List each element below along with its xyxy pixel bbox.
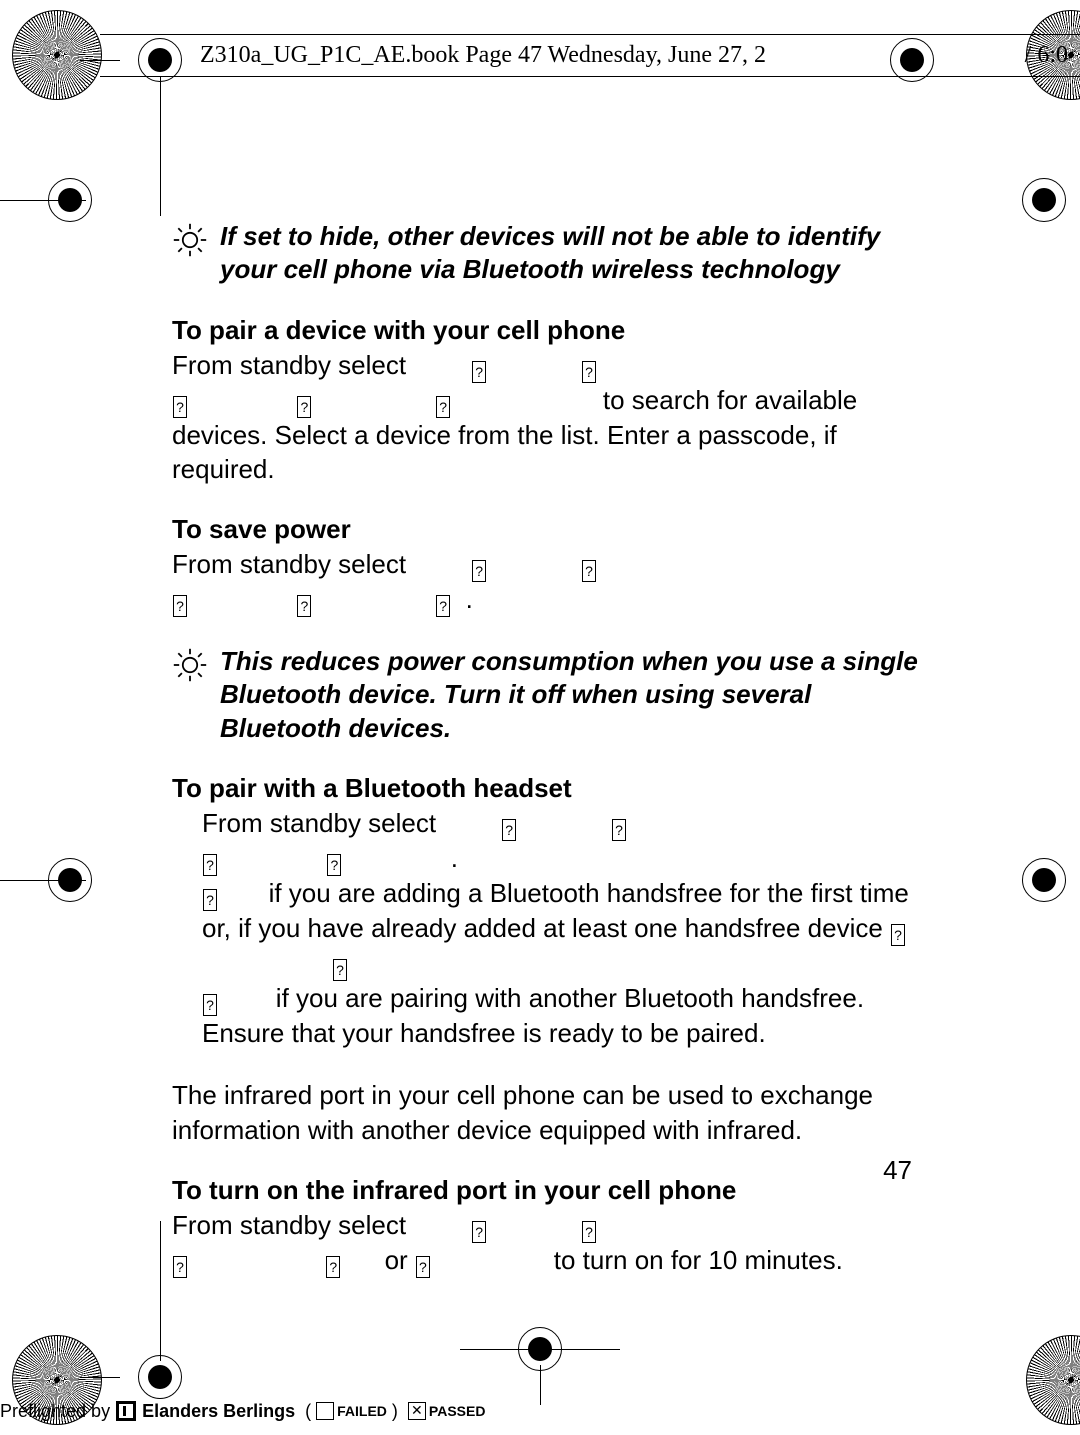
preflight-footer: Preflighted by Elanders Berlings ( FAILE… xyxy=(0,1387,485,1435)
lightbulb-icon xyxy=(172,222,212,263)
menu-glyph-icon: ? xyxy=(326,1256,340,1278)
tip-callout: This reduces power consumption when you … xyxy=(172,645,932,745)
registration-mark-icon xyxy=(500,1309,580,1389)
body-paragraph: From standby select ? ? ? ? ? . xyxy=(172,547,932,617)
tip-text: If set to hide, other devices will not b… xyxy=(220,220,932,287)
text-run: if you are adding a Bluetooth handsfree … xyxy=(202,878,909,943)
menu-glyph-icon: ? xyxy=(297,396,311,418)
menu-glyph-icon: ? xyxy=(173,1256,187,1278)
brand-logo-icon xyxy=(114,1399,138,1423)
menu-glyph-icon: ? xyxy=(502,819,516,841)
checkbox-checked-icon: ✕ xyxy=(408,1402,426,1420)
menu-glyph-icon: ? xyxy=(333,959,347,981)
registration-mark-icon xyxy=(30,160,110,240)
preflighted-by-label: Preflighted by xyxy=(0,1401,110,1422)
menu-glyph-icon: ? xyxy=(416,1256,430,1278)
menu-glyph-icon: ? xyxy=(436,595,450,617)
registration-mark-icon xyxy=(1004,840,1080,920)
registration-mark-icon xyxy=(30,840,110,920)
text-run: to search for available devices. Select … xyxy=(172,385,857,484)
text-run: or xyxy=(377,1245,415,1275)
body-paragraph: From standby select ? ? ? ? . ? if you a… xyxy=(172,806,932,1050)
page-number: 47 xyxy=(883,1155,912,1186)
lightbulb-icon xyxy=(172,647,212,688)
menu-glyph-icon: ? xyxy=(203,854,217,876)
body-paragraph: From standby select ? ? ? ? ? to search … xyxy=(172,348,932,487)
text-run: From standby select xyxy=(202,808,443,838)
menu-glyph-icon: ? xyxy=(173,595,187,617)
brand-name: Elanders Berlings xyxy=(142,1401,295,1422)
section-heading: To pair a device with your cell phone xyxy=(172,315,932,346)
section-heading: To save power xyxy=(172,514,932,545)
menu-glyph-icon: ? xyxy=(203,889,217,911)
text-run: if you are pairing with another Bluetoot… xyxy=(202,983,864,1048)
checkbox-empty-icon xyxy=(316,1402,334,1420)
menu-glyph-icon: ? xyxy=(472,1221,486,1243)
header-time: / 6:0 xyxy=(1025,42,1068,69)
body-paragraph: From standby select ? ? ? ? or ? to turn… xyxy=(172,1208,932,1278)
page-root: Z310a_UG_P1C_AE.book Page 47 Wednesday, … xyxy=(0,0,1080,1435)
menu-glyph-icon: ? xyxy=(582,1221,596,1243)
sunburst-icon xyxy=(1026,1335,1080,1425)
header-rule xyxy=(100,76,1080,77)
menu-glyph-icon: ? xyxy=(203,994,217,1016)
menu-glyph-icon: ? xyxy=(582,560,596,582)
registration-mark-icon xyxy=(1004,160,1080,240)
failed-label: FAILED xyxy=(337,1403,387,1419)
page-content: If set to hide, other devices will not b… xyxy=(172,220,932,1306)
text-run: From standby select xyxy=(172,549,413,579)
text-run: From standby select xyxy=(172,1210,413,1240)
tip-callout: If set to hide, other devices will not b… xyxy=(172,220,932,287)
menu-glyph-icon: ? xyxy=(436,396,450,418)
menu-glyph-icon: ? xyxy=(327,854,341,876)
text-run: From standby select xyxy=(172,350,413,380)
menu-glyph-icon: ? xyxy=(582,361,596,383)
running-header: Z310a_UG_P1C_AE.book Page 47 Wednesday, … xyxy=(100,34,1080,76)
passed-label: PASSED xyxy=(429,1403,486,1419)
tip-text: This reduces power consumption when you … xyxy=(220,645,932,745)
header-time-frag: 6:0 xyxy=(1037,42,1068,68)
sunburst-icon xyxy=(12,10,102,100)
body-paragraph: The infrared port in your cell phone can… xyxy=(172,1078,932,1147)
menu-glyph-icon: ? xyxy=(891,924,905,946)
menu-glyph-icon: ? xyxy=(472,361,486,383)
header-filename: Z310a_UG_P1C_AE.book Page 47 Wednesday, … xyxy=(200,42,766,69)
text-run: to turn on for 10 minutes. xyxy=(547,1245,843,1275)
menu-glyph-icon: ? xyxy=(472,560,486,582)
menu-glyph-icon: ? xyxy=(173,396,187,418)
section-heading: To pair with a Bluetooth headset xyxy=(172,773,932,804)
menu-glyph-icon: ? xyxy=(612,819,626,841)
menu-glyph-icon: ? xyxy=(297,595,311,617)
section-heading: To turn on the infrared port in your cel… xyxy=(172,1175,932,1206)
